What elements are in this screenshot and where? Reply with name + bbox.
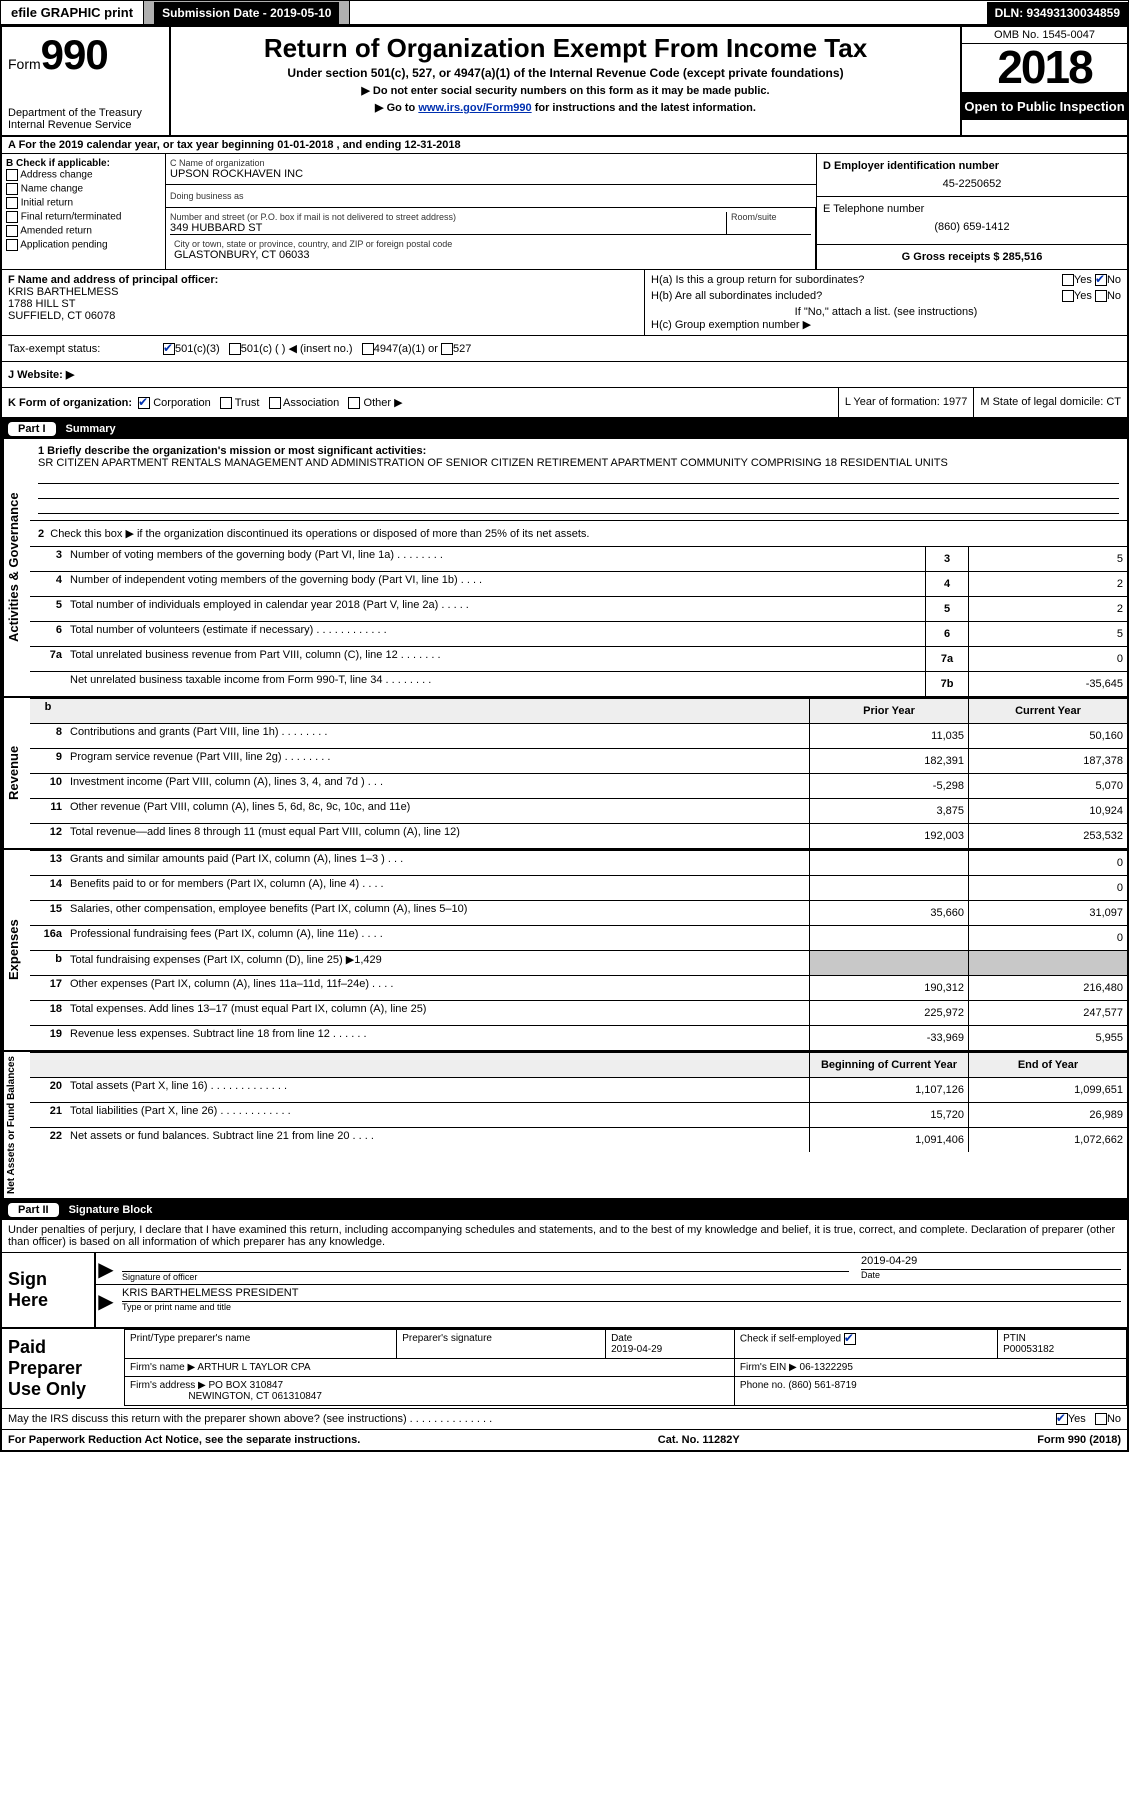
chk-application[interactable]: [6, 239, 18, 251]
website-label: J Website: ▶: [8, 368, 74, 381]
col-b-label: B Check if applicable:: [6, 158, 161, 169]
tax-year: 2018: [962, 44, 1127, 93]
ha-label: H(a) Is this a group return for subordin…: [651, 274, 864, 286]
submission-date: Submission Date - 2019-05-10: [144, 1, 350, 24]
phone-label: E Telephone number: [823, 203, 1121, 215]
col-b-checkboxes: B Check if applicable: Address change Na…: [2, 154, 166, 269]
hb-label: H(b) Are all subordinates included?: [651, 290, 822, 302]
phone-value: (860) 659-1412: [823, 221, 1121, 233]
row-a-period: A For the 2019 calendar year, or tax yea…: [2, 137, 1127, 154]
chk-discuss-no[interactable]: [1095, 1413, 1107, 1425]
efile-button[interactable]: efile GRAPHIC print: [1, 1, 144, 24]
officer-addr1: 1788 HILL ST: [8, 298, 638, 310]
footer-left: For Paperwork Reduction Act Notice, see …: [8, 1434, 360, 1446]
chk-name-change[interactable]: [6, 183, 18, 195]
chk-hb-yes[interactable]: [1062, 290, 1074, 302]
dept-label: Department of the Treasury: [8, 107, 163, 119]
officer-name: KRIS BARTHELMESS: [8, 286, 638, 298]
ein-value: 45-2250652: [823, 178, 1121, 190]
sig-arrow2-icon: ▶: [96, 1285, 116, 1314]
form-note2-post: for instructions and the latest informat…: [532, 102, 756, 114]
city-label: City or town, state or province, country…: [174, 239, 807, 249]
form-note2-pre: ▶ Go to: [375, 102, 418, 114]
chk-initial-return[interactable]: [6, 197, 18, 209]
irs-link[interactable]: www.irs.gov/Form990: [418, 102, 531, 114]
chk-self-employed[interactable]: [844, 1333, 856, 1345]
line2-text: Check this box ▶ if the organization dis…: [50, 528, 589, 540]
footer-right: Form 990 (2018): [1037, 1434, 1121, 1446]
sig-arrow-icon: ▶: [96, 1253, 116, 1284]
org-city: GLASTONBURY, CT 06033: [174, 249, 807, 261]
dln-label: DLN: 93493130034859: [987, 2, 1128, 24]
footer-mid: Cat. No. 11282Y: [658, 1434, 740, 1446]
netassets-table: Beginning of Current YearEnd of Year 20T…: [30, 1052, 1127, 1152]
chk-4947[interactable]: [362, 343, 374, 355]
preparer-table: Print/Type preparer's name Preparer's si…: [124, 1329, 1127, 1406]
declaration: Under penalties of perjury, I declare th…: [2, 1220, 1127, 1252]
officer-addr2: SUFFIELD, CT 06078: [8, 310, 638, 322]
gross-receipts: G Gross receipts $ 285,516: [823, 251, 1121, 263]
org-name-label: C Name of organization: [170, 158, 812, 168]
form-subtitle: Under section 501(c), 527, or 4947(a)(1)…: [177, 66, 954, 80]
mission-text: SR CITIZEN APARTMENT RENTALS MANAGEMENT …: [38, 457, 1119, 469]
side-netassets: Net Assets or Fund Balances: [2, 1052, 30, 1198]
chk-final-return[interactable]: [6, 211, 18, 223]
line1-label: 1 Briefly describe the organization's mi…: [38, 445, 1119, 457]
chk-other[interactable]: [348, 397, 360, 409]
chk-assoc[interactable]: [269, 397, 281, 409]
chk-trust[interactable]: [220, 397, 232, 409]
form-org-label: K Form of organization:: [8, 397, 132, 409]
part2-header: Part II Signature Block: [2, 1200, 1127, 1220]
irs-label: Internal Revenue Service: [8, 119, 163, 131]
form-title: Return of Organization Exempt From Incom…: [177, 33, 954, 64]
form-number: 990: [41, 31, 108, 78]
form-note1: ▶ Do not enter social security numbers o…: [177, 84, 954, 97]
expenses-table: 13Grants and similar amounts paid (Part …: [30, 850, 1127, 1050]
officer-title-label: Type or print name and title: [122, 1302, 1121, 1312]
side-revenue: Revenue: [2, 698, 30, 848]
chk-address-change[interactable]: [6, 169, 18, 181]
form-header: Form990 Department of the Treasury Inter…: [2, 27, 1127, 137]
chk-527[interactable]: [441, 343, 453, 355]
sig-date: 2019-04-29: [861, 1255, 1121, 1267]
revenue-table: bPrior YearCurrent Year 8Contributions a…: [30, 698, 1127, 848]
org-name: UPSON ROCKHAVEN INC: [170, 168, 812, 180]
open-public: Open to Public Inspection: [962, 93, 1127, 120]
sig-officer-label: Signature of officer: [122, 1272, 849, 1282]
form-990: Form990 Department of the Treasury Inter…: [0, 25, 1129, 1452]
chk-hb-no[interactable]: [1095, 290, 1107, 302]
sign-here-label: Sign Here: [2, 1253, 94, 1327]
dba-label: Doing business as: [170, 191, 812, 201]
officer-label: F Name and address of principal officer:: [8, 274, 638, 286]
org-address: 349 HUBBARD ST: [170, 222, 726, 234]
discuss-question: May the IRS discuss this return with the…: [8, 1413, 492, 1425]
sig-date-label: Date: [861, 1270, 1121, 1280]
chk-ha-yes[interactable]: [1062, 274, 1074, 286]
form-prefix: Form: [8, 56, 41, 72]
chk-ha-no[interactable]: [1095, 274, 1107, 286]
chk-501c3[interactable]: [163, 343, 175, 355]
activities-table: 3Number of voting members of the governi…: [30, 546, 1127, 696]
room-label: Room/suite: [731, 212, 811, 222]
state-domicile: M State of legal domicile: CT: [973, 388, 1127, 417]
ein-label: D Employer identification number: [823, 160, 1121, 172]
hb-note: If "No," attach a list. (see instruction…: [651, 306, 1121, 318]
year-formation: L Year of formation: 1977: [838, 388, 974, 417]
addr-label: Number and street (or P.O. box if mail i…: [170, 212, 726, 222]
chk-amended[interactable]: [6, 225, 18, 237]
part1-header: Part I Summary: [2, 419, 1127, 439]
paid-preparer-label: Paid Preparer Use Only: [2, 1329, 124, 1408]
top-toolbar: efile GRAPHIC print Submission Date - 20…: [0, 0, 1129, 25]
officer-printed: KRIS BARTHELMESS PRESIDENT: [122, 1287, 1121, 1299]
tax-status-label: Tax-exempt status:: [8, 343, 163, 355]
side-expenses: Expenses: [2, 850, 30, 1050]
chk-corp[interactable]: [138, 397, 150, 409]
hc-label: H(c) Group exemption number ▶: [651, 318, 1121, 331]
side-activities: Activities & Governance: [2, 439, 30, 696]
chk-discuss-yes[interactable]: [1056, 1413, 1068, 1425]
chk-501c[interactable]: [229, 343, 241, 355]
